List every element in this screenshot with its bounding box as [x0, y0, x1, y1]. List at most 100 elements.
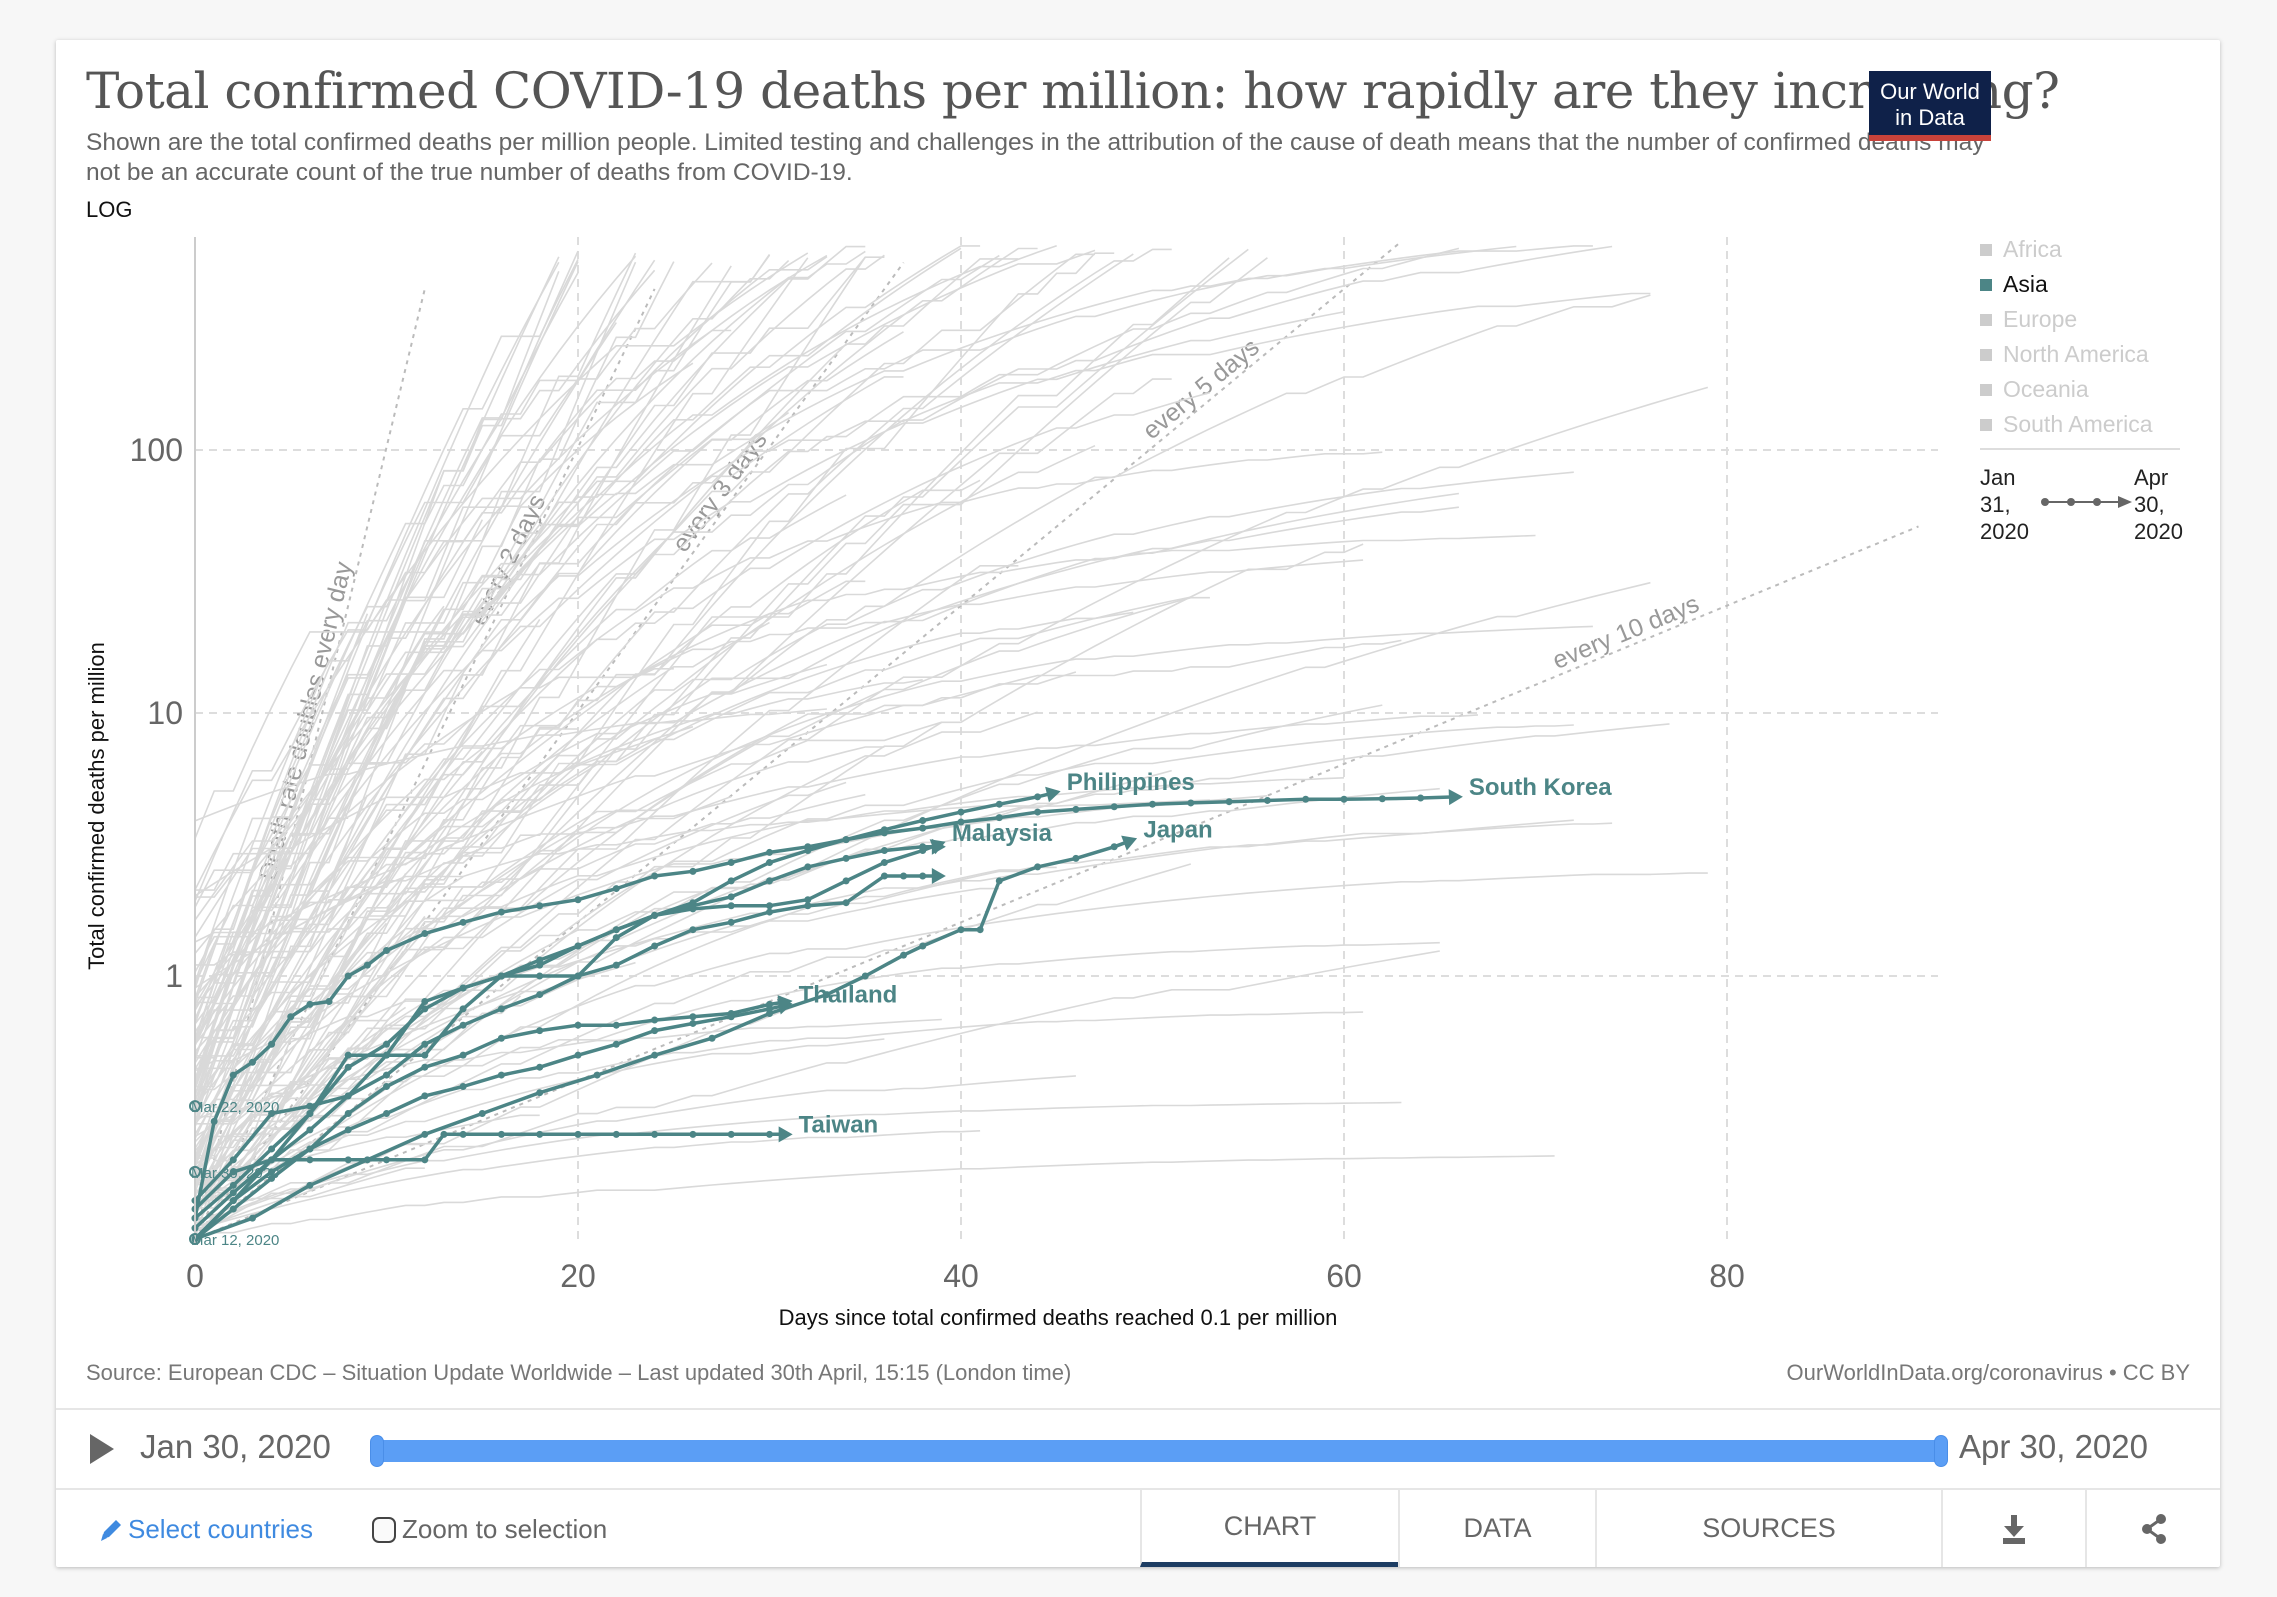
data-point: [363, 961, 371, 969]
background-country-line: [194, 863, 1192, 1210]
data-point: [804, 863, 812, 871]
background-country-line: [194, 253, 1095, 1070]
legend-label: Oceania: [2003, 376, 2089, 402]
legend-item-north-america[interactable]: North America: [1980, 337, 2180, 372]
data-point: [995, 877, 1003, 885]
legend-item-oceania[interactable]: Oceania: [1980, 372, 2180, 407]
source-link[interactable]: OurWorldInData.org/coronavirus • CC BY: [1786, 1360, 2190, 1385]
background-country-line: [194, 613, 369, 990]
background-country-line: [194, 876, 464, 1053]
chart-subtitle: Shown are the total confirmed deaths per…: [86, 129, 1985, 186]
legend-item-europe[interactable]: Europe: [1980, 302, 2180, 337]
legend-date-range: Jan 31, 2020 Apr 30, 2020: [1980, 464, 2183, 564]
background-country-line: [194, 247, 1460, 1187]
data-point: [268, 1168, 276, 1176]
data-point: [842, 877, 850, 885]
background-country-line: [194, 1167, 425, 1232]
data-point: [919, 843, 927, 851]
background-country-line: [194, 1011, 1364, 1208]
tab-sources[interactable]: SOURCES: [1595, 1490, 1941, 1567]
data-point: [344, 1051, 352, 1059]
data-point: [421, 1130, 429, 1138]
tab-chart[interactable]: CHART: [1140, 1490, 1398, 1567]
zoom-to-selection-label: Zoom to selection: [402, 1514, 608, 1544]
data-point: [957, 926, 965, 934]
data-point: [497, 972, 505, 980]
select-countries-button[interactable]: Select countries: [98, 1514, 313, 1545]
legend-item-south-america[interactable]: South America: [1980, 407, 2180, 442]
background-country-line: [194, 950, 1440, 1225]
chart-plot: Death rate doubles every day every 2 days…: [84, 237, 1938, 1330]
download-button[interactable]: [1941, 1490, 2085, 1567]
data-point: [536, 1027, 544, 1035]
data-point: [1187, 799, 1195, 807]
legend-arrow-icon: [2041, 496, 2132, 508]
background-country-line: [195, 564, 1019, 1174]
series-label: Japan: [1143, 817, 1212, 844]
background-country-line: [194, 596, 1210, 1176]
data-point: [268, 1040, 276, 1048]
background-country-line: [194, 667, 674, 955]
tab-data[interactable]: DATA: [1398, 1490, 1595, 1567]
timeline-end-label: Apr 30, 2020: [1959, 1428, 2148, 1465]
checkbox-box[interactable]: [372, 1516, 396, 1543]
data-point: [766, 848, 773, 856]
series-label: Philippines: [1067, 769, 1195, 796]
x-tick-label: 60: [1326, 1258, 1362, 1294]
legend-label: Africa: [2003, 236, 2062, 262]
background-country-line: [194, 559, 1364, 1064]
timeline-slider[interactable]: [371, 1436, 1947, 1466]
play-icon[interactable]: [90, 1434, 114, 1464]
legend-swatch: [1980, 383, 1992, 396]
data-point: [306, 1110, 314, 1118]
data-point: [880, 872, 888, 880]
log-scale-toggle[interactable]: LOG: [86, 197, 133, 222]
x-tick-label: 80: [1709, 1258, 1745, 1294]
background-country-line: [194, 256, 828, 999]
zoom-to-selection-checkbox[interactable]: Zoom to selection: [372, 1514, 607, 1545]
timeline-start-handle[interactable]: [371, 1436, 383, 1466]
legend-swatch: [1980, 313, 1992, 326]
data-point: [421, 1092, 429, 1100]
data-point: [497, 1130, 505, 1138]
background-country-line: [194, 872, 1708, 1234]
data-point: [344, 1126, 352, 1134]
data-point: [344, 1092, 352, 1100]
background-country-line: [194, 1130, 981, 1231]
series-end-arrow: [1121, 835, 1138, 851]
share-button[interactable]: [2085, 1490, 2220, 1567]
timeline: Jan 30, 2020 Apr 30, 2020: [56, 1410, 2220, 1488]
background-country-line: [194, 253, 1134, 1122]
data-point: [421, 1005, 429, 1013]
owid-logo[interactable]: Our World in Data: [1869, 71, 1991, 141]
data-point: [612, 1130, 620, 1138]
background-country-line: [194, 254, 828, 984]
data-point: [459, 984, 467, 992]
data-point: [268, 1110, 276, 1118]
legend-item-asia[interactable]: Asia: [1980, 267, 2180, 302]
background-country-line: [194, 269, 656, 1004]
legend-item-africa[interactable]: Africa: [1980, 232, 2180, 267]
series-end-arrow: [777, 995, 793, 1011]
background-country-line: [194, 257, 1230, 1109]
background-country-line: [195, 391, 1211, 1057]
background-country-line: [194, 639, 1402, 943]
timeline-start-label: Jan 30, 2020: [140, 1428, 331, 1465]
y-axis-title: Total confirmed deaths per million: [84, 642, 109, 970]
data-point: [612, 926, 620, 934]
data-point: [383, 1110, 390, 1118]
data-point: [1340, 795, 1348, 803]
annotations: Mar 22, 2020 Mar 30, 2020 Mar 12, 2020: [189, 1099, 279, 1249]
data-point: [210, 1117, 218, 1125]
data-point: [1110, 803, 1118, 811]
y-tick-label: 1: [165, 958, 183, 994]
data-point: [383, 1051, 390, 1059]
data-point: [268, 1156, 276, 1164]
background-country-line: [195, 549, 426, 1039]
timeline-end-handle[interactable]: [1935, 1436, 1947, 1466]
background-country-line: [194, 704, 1383, 1215]
data-point: [766, 908, 773, 916]
x-axis-title: Days since total confirmed deaths reache…: [779, 1305, 1338, 1330]
background-country-line: [194, 596, 1191, 1045]
data-point: [727, 859, 735, 867]
